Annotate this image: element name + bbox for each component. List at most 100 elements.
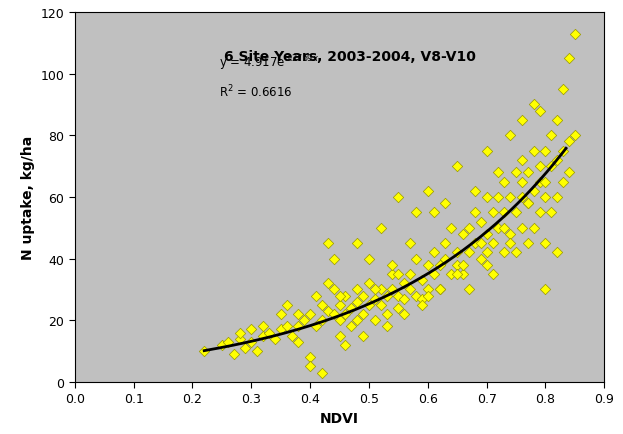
Point xyxy=(558,179,568,186)
Point xyxy=(252,348,262,355)
Point xyxy=(352,286,362,293)
Point xyxy=(452,262,462,269)
Point xyxy=(493,225,503,232)
Point xyxy=(517,194,527,201)
Point xyxy=(429,209,439,216)
Point xyxy=(382,311,392,318)
Point xyxy=(440,240,450,247)
Point xyxy=(199,348,209,355)
Point xyxy=(335,317,345,324)
Point xyxy=(558,148,568,155)
Point xyxy=(446,271,456,278)
Point xyxy=(293,323,303,330)
Point xyxy=(405,240,415,247)
Point xyxy=(376,286,386,293)
Point xyxy=(358,332,368,339)
Point xyxy=(523,200,533,207)
Point xyxy=(287,332,297,339)
Point xyxy=(293,339,303,345)
Point xyxy=(499,209,509,216)
Point xyxy=(511,169,521,176)
Point xyxy=(364,302,374,309)
Point xyxy=(276,326,286,333)
Point xyxy=(329,256,339,263)
Point xyxy=(505,194,515,201)
Point xyxy=(405,271,415,278)
Point xyxy=(423,188,433,195)
Point xyxy=(552,249,562,256)
Text: y = 4.917e$^{3.2759x}$: y = 4.917e$^{3.2759x}$ xyxy=(219,53,319,72)
Point xyxy=(493,194,503,201)
Point xyxy=(505,240,515,247)
Point xyxy=(399,296,409,302)
Point xyxy=(382,293,392,299)
Point xyxy=(564,169,574,176)
Point xyxy=(305,363,315,370)
Point xyxy=(305,354,315,361)
Point xyxy=(393,194,403,201)
Point xyxy=(546,132,556,139)
Point xyxy=(417,302,427,309)
Point xyxy=(299,317,309,324)
Point xyxy=(529,225,539,232)
Point xyxy=(505,231,515,238)
Point xyxy=(488,271,498,278)
Point xyxy=(541,194,551,201)
Point xyxy=(258,323,268,330)
Point xyxy=(564,56,574,62)
Point xyxy=(323,280,333,287)
Point xyxy=(329,311,339,318)
Point xyxy=(529,148,539,155)
Point xyxy=(523,169,533,176)
Point xyxy=(464,249,474,256)
Point xyxy=(352,299,362,306)
Point xyxy=(270,335,280,342)
Point xyxy=(552,194,562,201)
Point xyxy=(440,256,450,263)
Point xyxy=(429,249,439,256)
Point xyxy=(246,326,256,333)
Point xyxy=(423,262,433,269)
Point xyxy=(523,240,533,247)
Point xyxy=(393,293,403,299)
Point xyxy=(358,311,368,318)
Point xyxy=(417,277,427,284)
Point xyxy=(405,286,415,293)
Point xyxy=(411,293,421,299)
Point xyxy=(499,225,509,232)
Point xyxy=(352,240,362,247)
Point xyxy=(546,163,556,170)
Point xyxy=(358,293,368,299)
Point xyxy=(488,240,498,247)
Point xyxy=(223,339,233,345)
Point xyxy=(452,163,462,170)
Point xyxy=(446,225,456,232)
Point xyxy=(558,86,568,93)
Point xyxy=(370,317,380,324)
Point xyxy=(234,335,244,342)
Point xyxy=(276,311,286,318)
Point xyxy=(470,240,480,247)
Point xyxy=(493,169,503,176)
Point xyxy=(364,280,374,287)
Point xyxy=(411,256,421,263)
Point xyxy=(340,342,350,349)
Point xyxy=(458,262,468,269)
Point xyxy=(388,271,397,278)
Point xyxy=(340,311,350,318)
Point xyxy=(464,286,474,293)
Point xyxy=(482,148,492,155)
Point xyxy=(552,117,562,124)
Point xyxy=(458,271,468,278)
Point xyxy=(482,231,492,238)
Point xyxy=(511,249,521,256)
Point xyxy=(564,139,574,146)
Point xyxy=(470,188,480,195)
Point xyxy=(488,209,498,216)
Point xyxy=(317,317,327,324)
Point xyxy=(505,132,515,139)
Point xyxy=(511,209,521,216)
Point xyxy=(517,157,527,164)
Point xyxy=(529,188,539,195)
Point xyxy=(517,117,527,124)
